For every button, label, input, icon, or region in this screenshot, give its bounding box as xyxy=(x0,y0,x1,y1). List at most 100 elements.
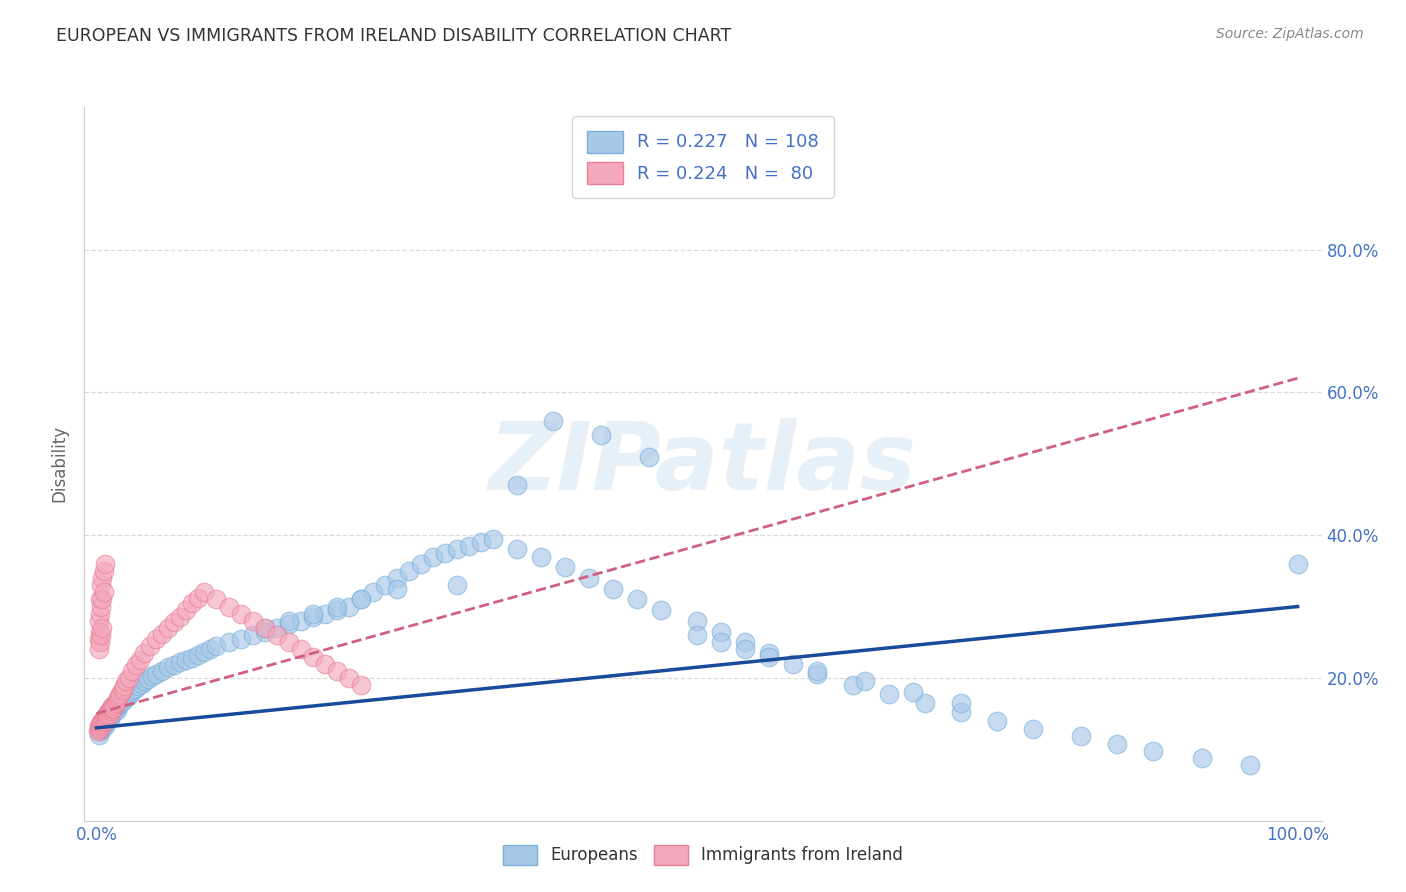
Point xyxy=(325,599,347,614)
Point xyxy=(89,624,111,639)
Point xyxy=(229,632,252,646)
Point xyxy=(105,703,128,717)
Point xyxy=(157,660,180,674)
Point xyxy=(110,696,132,710)
Point xyxy=(950,696,973,710)
Point xyxy=(103,701,125,715)
Point xyxy=(266,621,288,635)
Point xyxy=(90,578,112,592)
Point xyxy=(290,614,312,628)
Point xyxy=(94,714,117,728)
Point xyxy=(134,674,156,689)
Point xyxy=(481,532,503,546)
Point xyxy=(152,626,174,640)
Point xyxy=(277,635,299,649)
Point xyxy=(93,712,115,726)
Point xyxy=(301,649,323,664)
Point xyxy=(145,632,167,646)
Point xyxy=(96,709,118,723)
Point xyxy=(87,642,110,657)
Point xyxy=(734,635,756,649)
Point xyxy=(93,715,115,730)
Point xyxy=(94,719,117,733)
Point xyxy=(107,699,129,714)
Point xyxy=(1286,557,1309,571)
Point xyxy=(638,450,661,464)
Point xyxy=(94,710,117,724)
Point xyxy=(205,639,228,653)
Point xyxy=(90,721,112,735)
Point xyxy=(325,664,347,678)
Point xyxy=(1142,744,1164,758)
Point xyxy=(914,696,936,710)
Point xyxy=(314,607,336,621)
Point xyxy=(589,428,612,442)
Point xyxy=(903,685,925,699)
Point xyxy=(277,614,299,628)
Point xyxy=(94,712,117,726)
Point xyxy=(98,706,121,721)
Point xyxy=(385,582,408,596)
Point xyxy=(157,621,180,635)
Point xyxy=(193,645,215,659)
Point xyxy=(446,542,468,557)
Point xyxy=(842,678,865,692)
Y-axis label: Disability: Disability xyxy=(51,425,69,502)
Point xyxy=(877,687,900,701)
Point xyxy=(337,599,360,614)
Point xyxy=(103,698,125,712)
Point xyxy=(181,596,204,610)
Point xyxy=(1107,737,1129,751)
Point xyxy=(107,690,129,705)
Point xyxy=(90,599,112,614)
Point xyxy=(314,657,336,671)
Point xyxy=(457,539,479,553)
Point xyxy=(104,696,127,710)
Point xyxy=(301,610,323,624)
Point xyxy=(350,678,373,692)
Text: Source: ZipAtlas.com: Source: ZipAtlas.com xyxy=(1216,27,1364,41)
Text: ZIPatlas: ZIPatlas xyxy=(489,417,917,510)
Point xyxy=(134,646,156,660)
Point xyxy=(253,621,276,635)
Point xyxy=(141,669,163,683)
Text: EUROPEAN VS IMMIGRANTS FROM IRELAND DISABILITY CORRELATION CHART: EUROPEAN VS IMMIGRANTS FROM IRELAND DISA… xyxy=(56,27,731,45)
Point xyxy=(103,705,125,719)
Point xyxy=(89,721,111,735)
Point xyxy=(253,624,276,639)
Point xyxy=(97,705,120,719)
Point xyxy=(242,628,264,642)
Point xyxy=(97,710,120,724)
Point xyxy=(139,639,162,653)
Point xyxy=(131,676,153,690)
Point xyxy=(187,648,209,662)
Point xyxy=(710,635,733,649)
Point xyxy=(530,549,553,564)
Point xyxy=(101,702,124,716)
Point xyxy=(101,699,124,714)
Point xyxy=(470,535,492,549)
Point xyxy=(506,478,529,492)
Point xyxy=(118,687,141,701)
Point xyxy=(100,701,122,715)
Point xyxy=(87,728,110,742)
Point xyxy=(541,414,564,428)
Point xyxy=(806,667,828,681)
Point xyxy=(686,614,709,628)
Point xyxy=(361,585,384,599)
Point xyxy=(385,571,408,585)
Point xyxy=(93,585,115,599)
Point xyxy=(87,723,110,737)
Point xyxy=(128,653,150,667)
Point xyxy=(91,714,114,728)
Legend: Europeans, Immigrants from Ireland: Europeans, Immigrants from Ireland xyxy=(492,833,914,877)
Point xyxy=(105,694,128,708)
Point xyxy=(169,655,191,669)
Point xyxy=(108,698,131,712)
Point xyxy=(337,671,360,685)
Point xyxy=(152,664,174,678)
Point xyxy=(758,649,780,664)
Point xyxy=(87,614,110,628)
Point xyxy=(136,673,159,687)
Point xyxy=(374,578,396,592)
